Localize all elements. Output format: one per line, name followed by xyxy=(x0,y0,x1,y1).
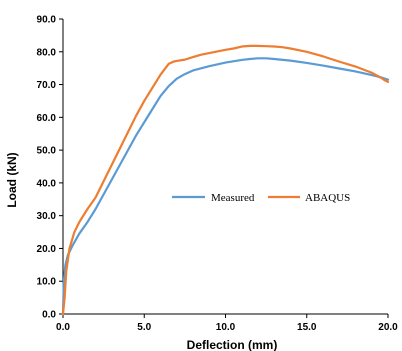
y-tick-label: 0.0 xyxy=(42,310,56,321)
y-tick-label: 40.0 xyxy=(37,178,57,189)
y-tick-label: 60.0 xyxy=(37,113,57,124)
x-axis-title: Deflection (mm) xyxy=(187,338,278,351)
x-tick-label: 5.0 xyxy=(137,322,151,333)
y-tick-label: 80.0 xyxy=(37,47,57,58)
y-tick-label: 50.0 xyxy=(37,146,57,157)
x-tick-label: 0.0 xyxy=(56,322,70,333)
y-tick-label: 70.0 xyxy=(37,80,57,91)
legend: Measured ABAQUS xyxy=(172,192,350,204)
x-tick-label: 15.0 xyxy=(297,322,317,333)
y-axis-title: Load (kN) xyxy=(5,152,19,207)
series-layer xyxy=(61,44,390,316)
x-tick-label: 20.0 xyxy=(378,322,398,333)
series-line-abaqus xyxy=(61,44,390,316)
y-tick-label: 30.0 xyxy=(37,211,57,222)
axes-layer: 0.0 10.0 20.0 30.0 40.0 50.0 60.0 70.0 80.0 90.0 0… xyxy=(37,15,399,334)
y-tick-label: 20.0 xyxy=(37,244,57,255)
y-tick-label: 10.0 xyxy=(37,277,57,288)
x-tick-label: 10.0 xyxy=(216,322,236,333)
y-tick-label: 90.0 xyxy=(37,15,57,26)
legend-label-measured: Measured xyxy=(211,192,255,204)
series-line-measured xyxy=(61,57,390,316)
legend-label-abaqus: ABAQUS xyxy=(305,192,350,204)
